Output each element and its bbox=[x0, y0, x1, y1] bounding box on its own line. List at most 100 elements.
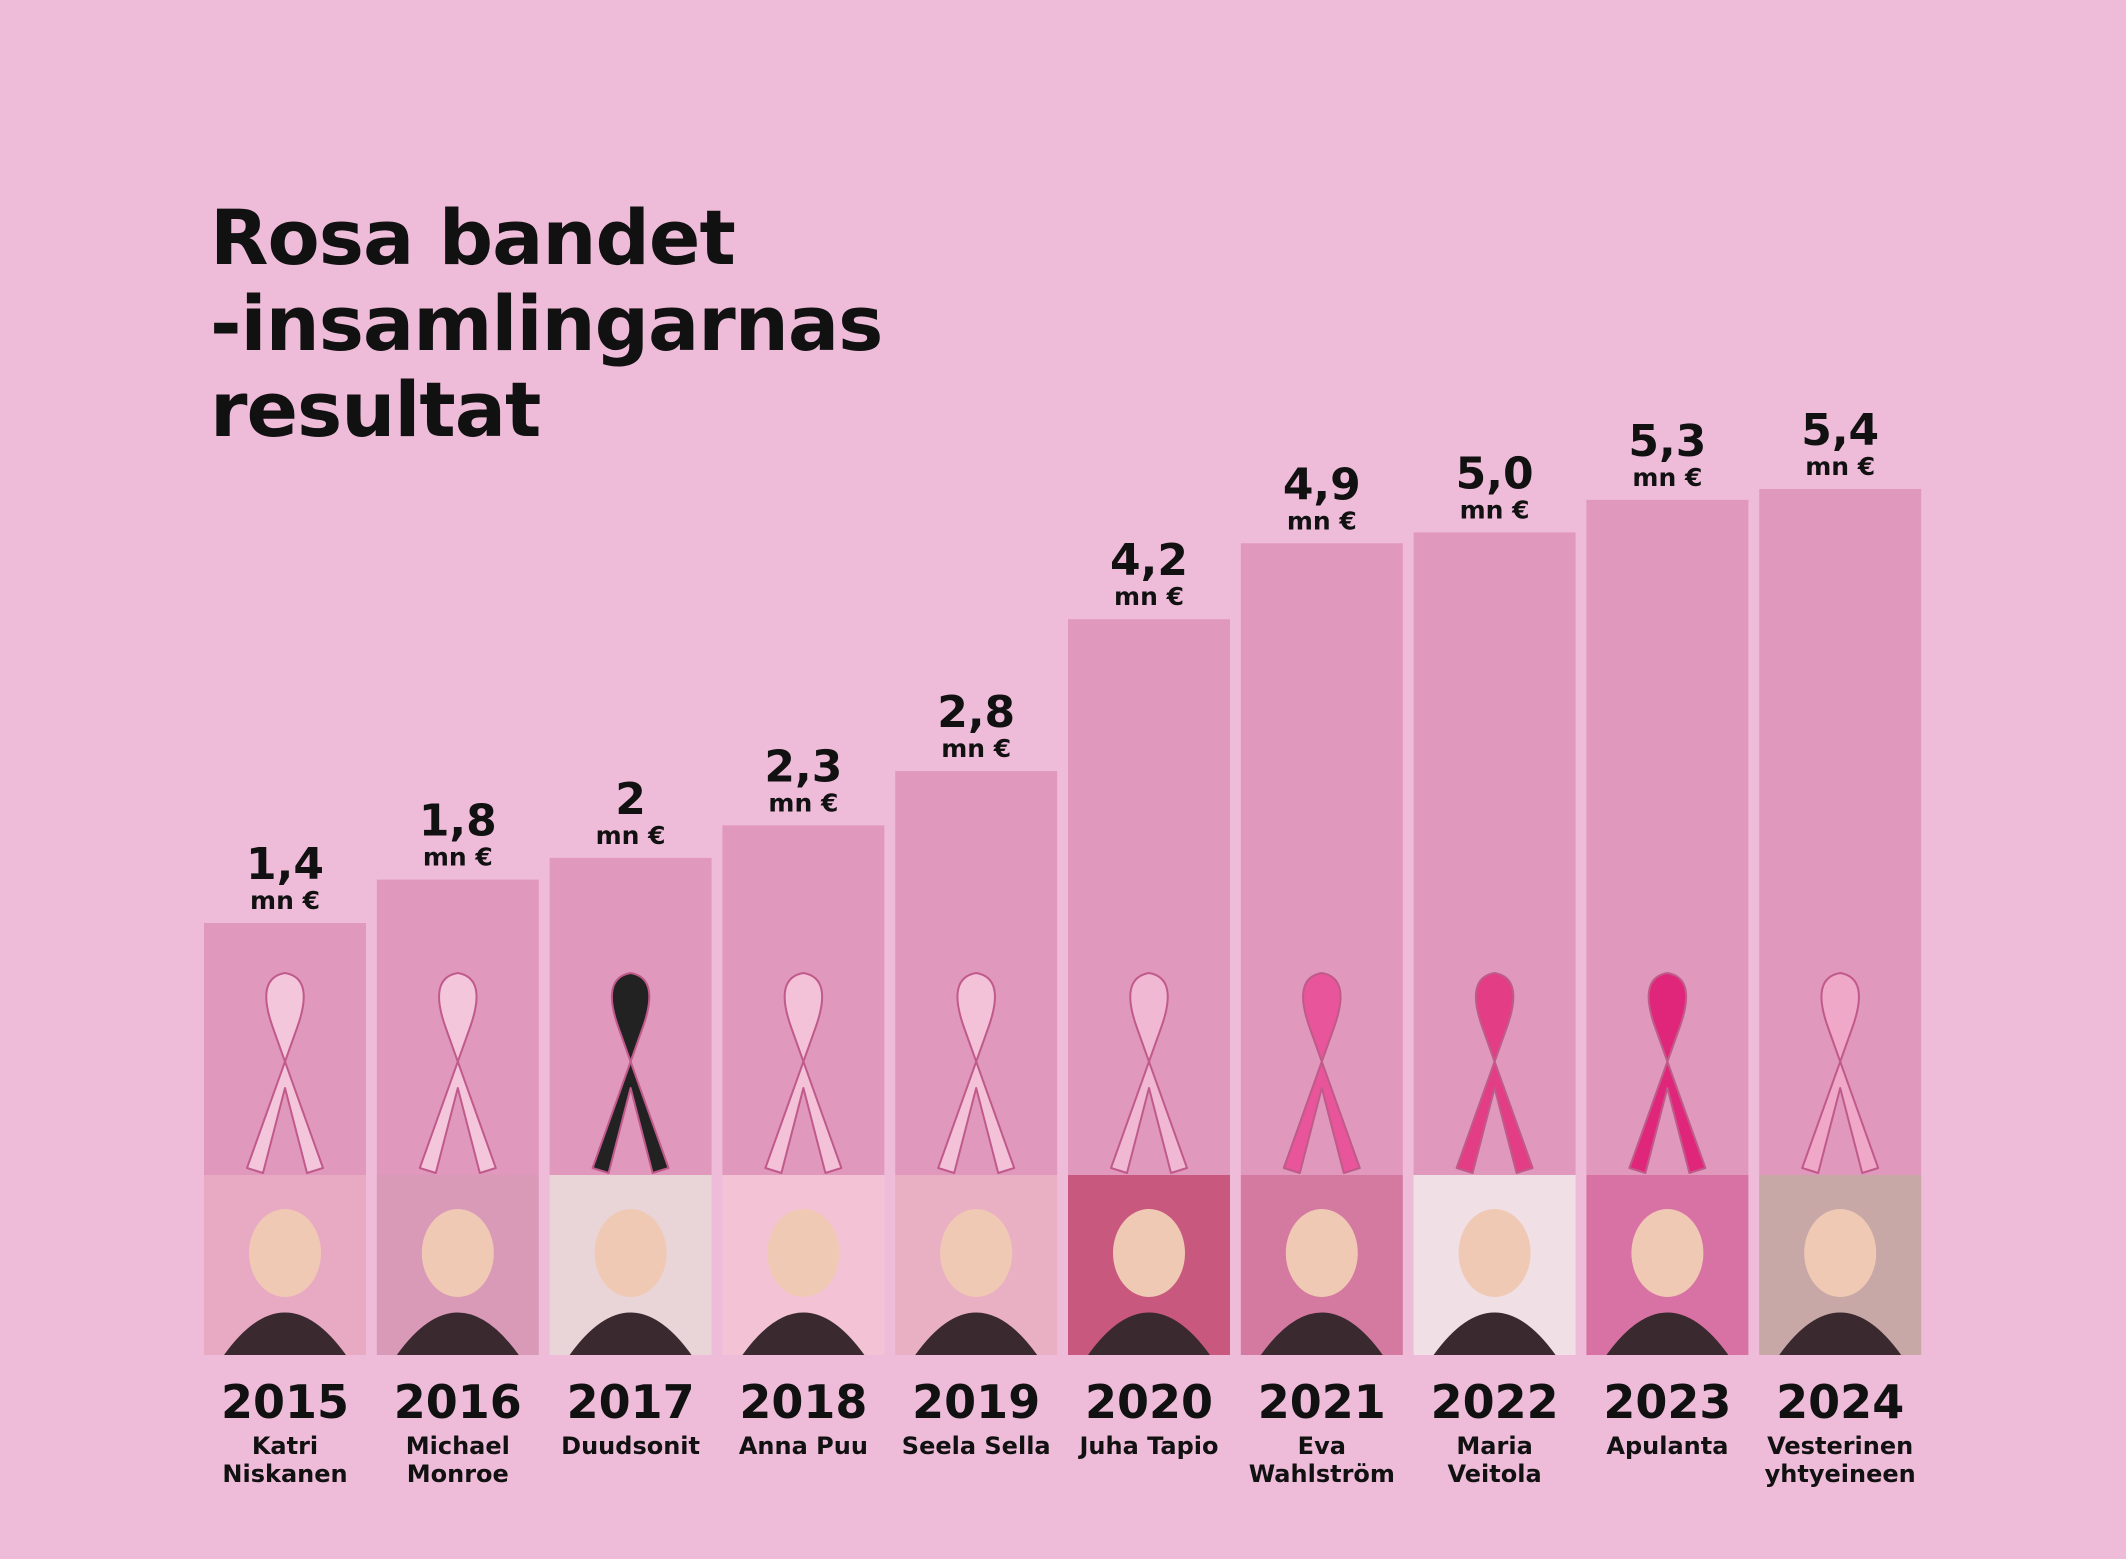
artist-photo bbox=[1586, 1175, 1749, 1355]
shoulders-shape bbox=[569, 1312, 692, 1355]
year-label: 2022 bbox=[1431, 1375, 1559, 1429]
value-label: 5,0 bbox=[1456, 448, 1534, 499]
ribbon-icon bbox=[1110, 972, 1188, 1174]
artist-name: Apulanta bbox=[1606, 1432, 1728, 1460]
year-label: 2017 bbox=[567, 1375, 695, 1429]
shoulders-shape bbox=[224, 1312, 346, 1355]
face-shape bbox=[1804, 1209, 1877, 1297]
value-label: 2,8 bbox=[937, 687, 1015, 738]
ribbon-icon bbox=[937, 972, 1016, 1174]
ribbon-shape bbox=[1282, 972, 1361, 1174]
ribbon-icon bbox=[418, 972, 497, 1174]
artist-photo bbox=[1068, 1175, 1230, 1355]
artist-photo bbox=[1413, 1175, 1576, 1355]
value-label: 4,9 bbox=[1283, 459, 1361, 510]
unit-label: mn € bbox=[1632, 463, 1702, 492]
artist-name: Juha Tapio bbox=[1077, 1432, 1218, 1460]
shoulders-shape bbox=[1088, 1312, 1210, 1355]
value-label: 1,4 bbox=[246, 839, 324, 890]
face-shape bbox=[1285, 1209, 1358, 1297]
shoulders-shape bbox=[1606, 1312, 1729, 1355]
unit-label: mn € bbox=[1287, 506, 1357, 535]
face-shape bbox=[421, 1209, 494, 1297]
ribbon-icon bbox=[591, 972, 670, 1174]
ribbon-shape bbox=[1628, 972, 1707, 1174]
artist-name: Michael bbox=[406, 1432, 510, 1460]
year-label: 2021 bbox=[1258, 1375, 1386, 1429]
artist-photo bbox=[895, 1175, 1058, 1355]
value-label: 2 bbox=[615, 774, 646, 825]
year-label: 2019 bbox=[912, 1375, 1040, 1429]
face-shape bbox=[594, 1209, 667, 1297]
ribbon-icon bbox=[246, 972, 324, 1174]
year-label: 2016 bbox=[394, 1375, 522, 1429]
face-shape bbox=[1458, 1209, 1531, 1297]
artist-name: Vesterinen bbox=[1767, 1432, 1913, 1460]
artist-name: Seela Sella bbox=[902, 1432, 1051, 1460]
value-label: 2,3 bbox=[764, 741, 842, 792]
artist-name: Niskanen bbox=[222, 1460, 347, 1488]
chart-title: Rosa bandet -insamlingarnas resultat bbox=[210, 193, 883, 454]
shoulders-shape bbox=[915, 1312, 1038, 1355]
title-line-2: -insamlingarnas bbox=[210, 279, 883, 368]
ribbon-shape bbox=[591, 972, 670, 1174]
ribbon-shape bbox=[1110, 972, 1188, 1174]
value-label: 5,4 bbox=[1801, 405, 1879, 456]
ribbon-shape bbox=[418, 972, 497, 1174]
ribbon-icon bbox=[1455, 972, 1534, 1174]
artist-name: Veitola bbox=[1448, 1460, 1542, 1488]
artist-photo bbox=[1759, 1175, 1922, 1355]
face-shape bbox=[1631, 1209, 1704, 1297]
ribbon-shape bbox=[246, 972, 324, 1174]
ribbon-shape bbox=[1455, 972, 1534, 1174]
shoulders-shape bbox=[1779, 1312, 1902, 1355]
shoulders-shape bbox=[396, 1312, 519, 1355]
value-label: 5,3 bbox=[1628, 416, 1706, 467]
year-label: 2024 bbox=[1776, 1375, 1904, 1429]
ribbon-shape bbox=[937, 972, 1016, 1174]
face-shape bbox=[1113, 1209, 1185, 1297]
ribbon-icon bbox=[764, 972, 843, 1174]
ribbon-icon bbox=[1628, 972, 1707, 1174]
shoulders-shape bbox=[742, 1312, 865, 1355]
artist-name: Duudsonit bbox=[561, 1432, 700, 1460]
artist-name: Monroe bbox=[407, 1460, 509, 1488]
artist-name: yhtyeineen bbox=[1765, 1460, 1916, 1488]
unit-label: mn € bbox=[941, 734, 1011, 763]
artist-name: Wahlström bbox=[1249, 1460, 1395, 1488]
ribbon-shape bbox=[764, 972, 843, 1174]
unit-label: mn € bbox=[596, 821, 666, 850]
shoulders-shape bbox=[1260, 1312, 1383, 1355]
value-label: 1,8 bbox=[419, 796, 497, 847]
face-shape bbox=[249, 1209, 321, 1297]
unit-label: mn € bbox=[1805, 452, 1875, 481]
artist-photo bbox=[204, 1175, 366, 1355]
year-label: 2023 bbox=[1603, 1375, 1731, 1429]
unit-label: mn € bbox=[1114, 582, 1184, 611]
year-label: 2020 bbox=[1085, 1375, 1213, 1429]
shoulders-shape bbox=[1433, 1312, 1556, 1355]
artist-photo bbox=[549, 1175, 712, 1355]
title-line-3: resultat bbox=[210, 365, 541, 454]
artist-name: Eva bbox=[1298, 1432, 1346, 1460]
value-label: 4,2 bbox=[1110, 535, 1188, 586]
face-shape bbox=[940, 1209, 1013, 1297]
unit-label: mn € bbox=[1460, 495, 1530, 524]
ribbon-shape bbox=[1801, 972, 1880, 1174]
title-line-1: Rosa bandet bbox=[210, 193, 736, 282]
ribbon-icon bbox=[1282, 972, 1361, 1174]
artist-photo bbox=[1240, 1175, 1403, 1355]
unit-label: mn € bbox=[768, 788, 838, 817]
unit-label: mn € bbox=[423, 843, 493, 872]
unit-label: mn € bbox=[250, 886, 320, 915]
face-shape bbox=[767, 1209, 840, 1297]
artist-photo bbox=[376, 1175, 539, 1355]
ribbon-icon bbox=[1801, 972, 1880, 1174]
year-label: 2018 bbox=[739, 1375, 867, 1429]
artist-name: Anna Puu bbox=[739, 1432, 868, 1460]
artist-photo bbox=[722, 1175, 885, 1355]
year-label: 2015 bbox=[221, 1375, 349, 1429]
artist-name: Maria bbox=[1456, 1432, 1532, 1460]
